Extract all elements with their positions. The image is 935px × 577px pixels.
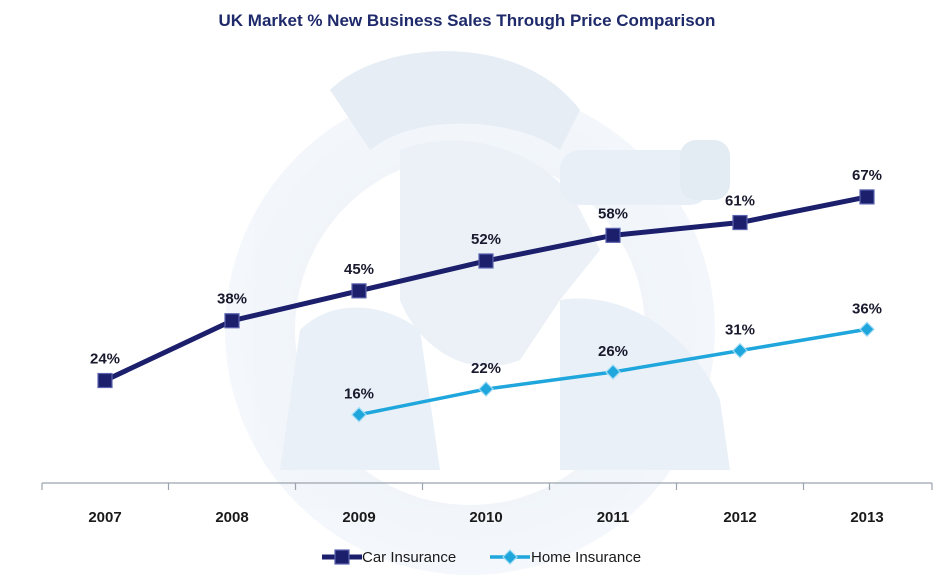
data-point-marker [478, 253, 494, 269]
data-label: 52% [471, 231, 501, 248]
watermark-logo [225, 51, 730, 575]
data-label: 61% [725, 193, 755, 210]
data-point-marker [859, 321, 875, 338]
legend-label: Car Insurance [362, 549, 456, 566]
x-tick-label: 2011 [597, 509, 630, 526]
data-point-marker [351, 283, 367, 299]
data-label: 67% [852, 167, 882, 184]
data-point-marker [732, 342, 748, 359]
data-point-marker [97, 372, 113, 389]
data-label: 26% [598, 343, 628, 360]
legend-item: Home Insurance [490, 549, 641, 566]
x-axis-ticks [41, 483, 933, 490]
data-point-marker [351, 406, 367, 423]
data-point-marker [478, 381, 494, 397]
legend-item: Car Insurance [322, 549, 456, 566]
chart-title: UK Market % New Business Sales Through P… [219, 11, 716, 30]
data-label: 24% [90, 351, 120, 368]
data-point-marker [732, 214, 748, 231]
series-layer: 24% 38% 45% 52% 58% 61% 67% 16% 22% 26% 31% 36% [90, 167, 882, 423]
x-axis-labels: 2007 2008 2009 2010 2011 2012 2013 [88, 509, 883, 526]
data-label: 16% [344, 386, 374, 403]
data-label: 36% [852, 300, 882, 317]
legend-marker [334, 549, 350, 565]
x-tick-label: 2009 [342, 509, 375, 526]
legend-marker [502, 549, 518, 565]
data-label: 38% [217, 291, 247, 308]
x-tick-label: 2007 [88, 509, 121, 526]
x-tick-label: 2012 [723, 509, 756, 526]
data-point-marker [605, 227, 621, 243]
x-tick-label: 2013 [850, 509, 883, 526]
x-tick-label: 2010 [469, 509, 502, 526]
data-label: 22% [471, 360, 501, 377]
data-label: 58% [598, 205, 628, 222]
legend-label: Home Insurance [531, 549, 641, 566]
legend: Car Insurance Home Insurance [322, 549, 641, 566]
series-car-insurance: 24% 38% 45% 52% 58% 61% 67% [90, 167, 882, 389]
x-tick-label: 2008 [215, 509, 248, 526]
data-point-marker [859, 189, 875, 205]
data-label: 31% [725, 322, 755, 339]
data-point-marker [605, 364, 621, 380]
data-label: 45% [344, 261, 374, 278]
data-point-marker [224, 313, 240, 329]
series-home-insurance: 16% 22% 26% 31% 36% [344, 300, 882, 423]
